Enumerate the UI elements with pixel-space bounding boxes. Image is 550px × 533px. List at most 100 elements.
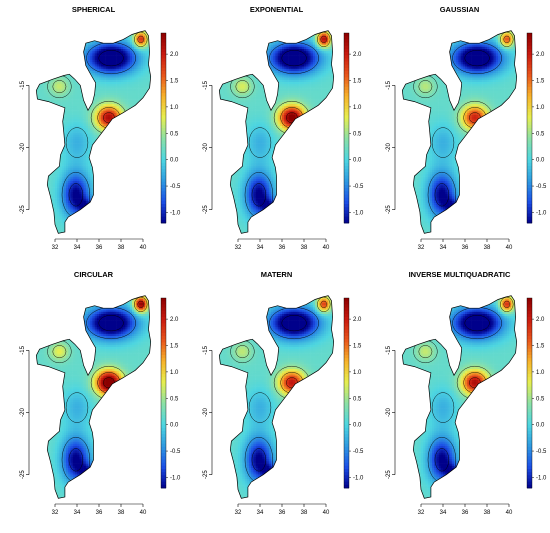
colorbar-swatch (161, 147, 166, 151)
y-tick-label: -20 (203, 143, 209, 152)
colorbar-swatch (161, 96, 166, 100)
colorbar-swatch (161, 443, 166, 448)
colorbar-swatch (161, 131, 166, 135)
colorbar-swatch (527, 185, 532, 189)
colorbar-swatch (161, 216, 166, 221)
colorbar-swatch (161, 481, 166, 486)
contour-line (68, 183, 84, 207)
colorbar-swatch (161, 364, 166, 369)
colorbar-swatch (527, 210, 532, 214)
colorbar-swatch (527, 355, 532, 359)
colorbar-swatch (344, 118, 349, 123)
contour-line (248, 392, 272, 423)
colorbar-swatch (344, 323, 349, 327)
colorbar-swatch (527, 188, 532, 192)
y-tick-label: -15 (203, 80, 209, 89)
colorbar-swatch (344, 153, 349, 157)
colorbar-swatch (161, 329, 166, 334)
x-tick-label: 34 (440, 245, 447, 251)
colorbar-swatch (161, 462, 166, 467)
colorbar-swatch (527, 342, 532, 346)
colorbar-tick-label: -0.5 (353, 449, 364, 455)
colorbar-swatch (527, 159, 532, 164)
colorbar-swatch (527, 147, 532, 151)
y-tick-label: -25 (386, 205, 392, 214)
colorbar-swatch (161, 188, 166, 192)
panel-title: MATERN (261, 270, 293, 279)
colorbar-swatch (527, 102, 532, 107)
colorbar-tick-label: 0.5 (170, 131, 179, 137)
colorbar-swatch (344, 36, 349, 40)
contour-line (320, 35, 328, 44)
colorbar-swatch (527, 156, 532, 161)
colorbar-swatch (344, 61, 349, 66)
colorbar-tick-label: 0.5 (353, 396, 362, 402)
colorbar-swatch (344, 377, 349, 381)
colorbar-swatch (161, 90, 166, 94)
colorbar-swatch (161, 386, 166, 391)
colorbar-swatch (161, 64, 166, 69)
contour-line (235, 345, 250, 359)
colorbar-swatch (161, 172, 166, 176)
colorbar-swatch (161, 431, 166, 435)
y-tick-label: -25 (386, 470, 392, 479)
colorbar-swatch (161, 348, 166, 353)
colorbar-swatch (161, 153, 166, 157)
country-outline (35, 30, 152, 234)
colorbar-swatch (344, 121, 349, 126)
colorbar-swatch (527, 424, 532, 429)
x-tick-label: 32 (235, 245, 242, 251)
colorbar-swatch (527, 39, 532, 43)
colorbar-tick-label: 1.0 (170, 370, 179, 376)
colorbar-swatch (161, 389, 166, 394)
colorbar-swatch (527, 99, 532, 104)
country-outline (35, 295, 152, 499)
colorbar-tick-label: 0.0 (536, 423, 545, 429)
colorbar-swatch (527, 484, 532, 489)
colorbar-swatch (344, 396, 349, 400)
colorbar-swatch (161, 42, 166, 47)
colorbar-swatch (527, 421, 532, 426)
colorbar-swatch (344, 348, 349, 353)
colorbar-swatch (527, 345, 532, 350)
contour-line (503, 35, 511, 44)
colorbar-swatch (527, 64, 532, 69)
colorbar-swatch (344, 210, 349, 214)
colorbar-swatch (527, 204, 532, 208)
colorbar-tick-label: 0.5 (536, 396, 545, 402)
contour-line (500, 296, 514, 312)
colorbar-swatch (344, 169, 349, 173)
colorbar-tick-label: -1.0 (170, 210, 181, 216)
colorbar-swatch (527, 77, 532, 81)
x-tick-label: 34 (257, 245, 264, 251)
colorbar-swatch (344, 304, 349, 308)
colorbar-swatch (344, 140, 349, 145)
x-tick-label: 36 (96, 510, 103, 516)
colorbar-swatch (161, 213, 166, 218)
colorbar-swatch (161, 128, 166, 132)
colorbar-swatch (161, 140, 166, 145)
colorbar-swatch (344, 33, 349, 37)
colorbar-swatch (161, 345, 166, 350)
colorbar-swatch (527, 153, 532, 157)
panel-title: CIRCULAR (74, 270, 114, 279)
colorbar-swatch (344, 383, 349, 388)
colorbar-swatch (527, 74, 532, 78)
x-tick-label: 36 (96, 245, 103, 251)
map-raster (402, 30, 517, 234)
colorbar-swatch (161, 175, 166, 180)
colorbar-swatch (161, 210, 166, 214)
colorbar-swatch (344, 216, 349, 221)
colorbar-tick-label: -1.0 (536, 210, 547, 216)
colorbar-swatch (344, 194, 349, 199)
contour-line (52, 345, 67, 359)
colorbar-swatch (344, 478, 349, 483)
y-tick-label: -15 (203, 345, 209, 354)
colorbar-swatch (161, 361, 166, 365)
colorbar-swatch (527, 90, 532, 94)
x-tick-label: 40 (140, 245, 147, 251)
colorbar-swatch (527, 61, 532, 66)
colorbar-swatch (527, 298, 532, 302)
colorbar-swatch (161, 143, 166, 148)
colorbar-swatch (527, 121, 532, 126)
